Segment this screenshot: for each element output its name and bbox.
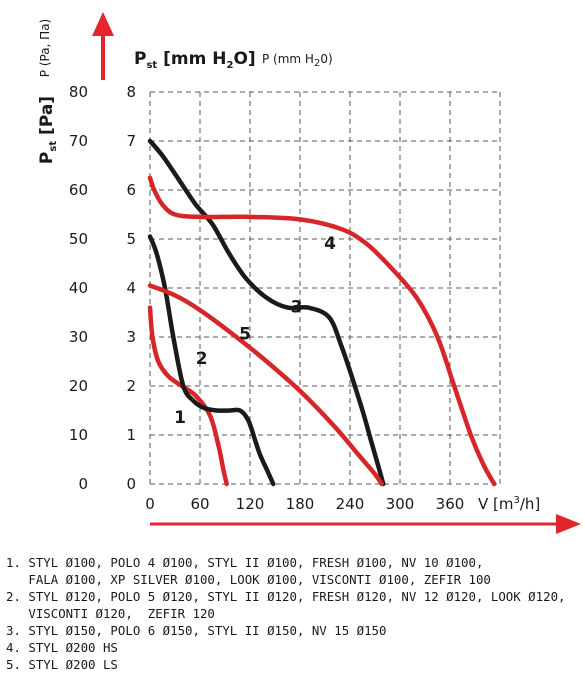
series-line-5 bbox=[147, 283, 384, 487]
y-left-tick-label: 60 bbox=[69, 181, 88, 199]
x-tick-label: 360 bbox=[436, 495, 465, 513]
y-axis-right-label: Pst [mm H2O] bbox=[134, 49, 256, 71]
y-left-label-main: P bbox=[37, 152, 57, 164]
x-tick-label: 240 bbox=[336, 495, 365, 513]
legend-line: 1. STYL Ø100, POLO 4 Ø100, STYL II Ø100,… bbox=[6, 555, 484, 570]
x-tick-label: 180 bbox=[286, 495, 315, 513]
y-axis-left-small-label: P (Pa, Па) bbox=[38, 19, 52, 77]
legend-line: 5. STYL Ø200 LS bbox=[6, 657, 118, 672]
curve-label-3: 3 bbox=[291, 298, 303, 318]
y-left-small-label: P (Pa, Па) bbox=[38, 19, 52, 77]
y-left-tick-label: 0 bbox=[78, 475, 88, 493]
axes bbox=[92, 12, 581, 534]
y-right-tick-label: 3 bbox=[126, 328, 136, 346]
y-left-tick-label: 70 bbox=[69, 132, 88, 150]
y-right-tick-label: 8 bbox=[126, 83, 136, 101]
x-tick-label: 60 bbox=[190, 495, 209, 513]
series-line-1 bbox=[147, 305, 229, 487]
y-right-tick-label: 7 bbox=[126, 132, 136, 150]
legend-line: FALA Ø100, XP SILVER Ø100, LOOK Ø100, VI… bbox=[6, 572, 491, 587]
legend-line: VISCONTI Ø120, ZEFIR 120 bbox=[6, 606, 215, 621]
series-line-4 bbox=[147, 175, 497, 487]
y-right-tick-label: 5 bbox=[126, 230, 136, 248]
curve-label-4: 4 bbox=[324, 234, 336, 254]
x-axis-arrowhead bbox=[556, 514, 581, 534]
y-left-tick-label: 10 bbox=[69, 426, 88, 444]
series bbox=[147, 138, 497, 487]
y-right-tick-label: 2 bbox=[126, 377, 136, 395]
y-left-tick-label: 50 bbox=[69, 230, 88, 248]
legend-line: 2. STYL Ø120, POLO 5 Ø120, STYL II Ø120,… bbox=[6, 589, 566, 604]
curve-labels: 1 2 3 4 5 bbox=[174, 234, 336, 428]
fan-performance-chart: Pst [Pa] P (Pa, Па) Pst [mm H2O] P (mm H… bbox=[37, 12, 581, 534]
curve-label-2: 2 bbox=[196, 349, 208, 369]
y-left-label-unit: [Pa] bbox=[37, 96, 57, 141]
y-left-label-sub: st bbox=[48, 141, 59, 152]
y-right-tick-label: 4 bbox=[126, 279, 136, 297]
legend-line: 3. STYL Ø150, POLO 6 Ø150, STYL II Ø150,… bbox=[6, 623, 387, 638]
y-left-tick-label: 30 bbox=[69, 328, 88, 346]
x-tick-label: 0 bbox=[145, 495, 155, 513]
curve-label-1: 1 bbox=[174, 408, 186, 428]
curve-label-5: 5 bbox=[239, 324, 251, 344]
y-axis-right-small-label: P (mm H20) bbox=[262, 52, 333, 69]
y-right-tick-label: 0 bbox=[126, 475, 136, 493]
x-tick-label: 120 bbox=[236, 495, 265, 513]
legend: 1. STYL Ø100, POLO 4 Ø100, STYL II Ø100,… bbox=[6, 554, 581, 673]
y-axis-arrowhead bbox=[92, 12, 114, 36]
series-line-2 bbox=[147, 234, 276, 487]
x-axis-label: V [m3/h] bbox=[478, 495, 540, 513]
legend-line: 4. STYL Ø200 HS bbox=[6, 640, 118, 655]
svg-text:Pst [Pa]: Pst [Pa] bbox=[37, 96, 59, 164]
y-left-tick-label: 80 bbox=[69, 83, 88, 101]
y-axis-left-label: Pst [Pa] bbox=[37, 96, 59, 164]
y-right-tick-label: 6 bbox=[126, 181, 136, 199]
y-right-tick-label: 1 bbox=[126, 426, 136, 444]
grid bbox=[149, 91, 501, 485]
y-left-tick-label: 40 bbox=[69, 279, 88, 297]
x-tick-label: 300 bbox=[386, 495, 415, 513]
series-line-3 bbox=[147, 138, 386, 487]
y-left-tick-label: 20 bbox=[69, 377, 88, 395]
